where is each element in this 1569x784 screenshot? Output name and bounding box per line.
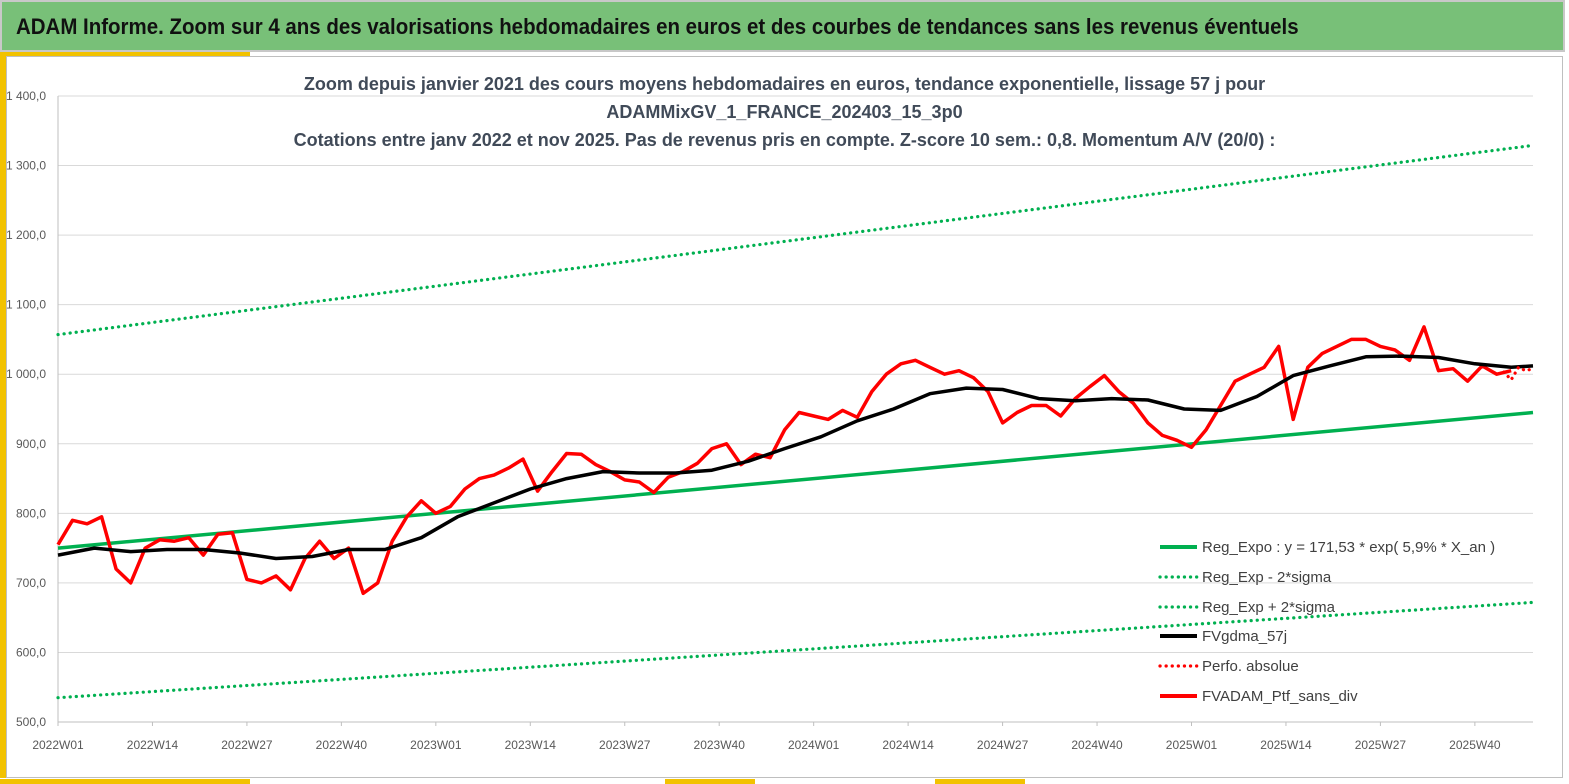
x-tick-label: 2023W27 — [599, 738, 651, 752]
accent-bar-top — [0, 52, 250, 56]
x-tick-label: 2024W40 — [1071, 738, 1123, 752]
chart-title-line-3: Cotations entre janv 2022 et nov 2025. P… — [293, 130, 1276, 150]
x-tick-label: 2023W14 — [505, 738, 557, 752]
y-tick-label: 1 400,0 — [6, 89, 46, 103]
x-tick-label: 2023W40 — [694, 738, 746, 752]
report-banner: ADAM Informe. Zoom sur 4 ans des valoris… — [0, 0, 1565, 52]
x-tick-label: 2022W14 — [127, 738, 179, 752]
series-line — [1502, 365, 1535, 382]
x-tick-label: 2023W01 — [410, 738, 462, 752]
accent-bar-bottom-right — [935, 779, 1025, 784]
x-tick-label: 2022W01 — [32, 738, 84, 752]
chart-title-line-1: Zoom depuis janvier 2021 des cours moyen… — [303, 74, 1266, 94]
accent-bar-bottom-left — [0, 779, 250, 784]
legend-label: Reg_Expo : y = 171,53 * exp( 5,9% * X_an… — [1202, 539, 1495, 556]
series-line — [56, 600, 1535, 700]
x-tick-label: 2025W27 — [1355, 738, 1407, 752]
accent-bar-left — [0, 52, 6, 778]
y-tick-label: 900,0 — [16, 437, 46, 451]
legend-label: Reg_Exp + 2*sigma — [1202, 599, 1336, 616]
y-tick-label: 1 200,0 — [6, 228, 46, 242]
series-line — [56, 325, 1512, 596]
y-tick-label: 700,0 — [16, 576, 46, 590]
legend-label: Perfo. absolue — [1202, 658, 1299, 675]
y-tick-label: 500,0 — [16, 715, 46, 729]
x-tick-label: 2024W27 — [977, 738, 1029, 752]
y-tick-label: 600,0 — [16, 645, 46, 659]
chart-title-line-2: ADAMMixGV_1_FRANCE_202403_15_3p0 — [606, 102, 963, 122]
legend-label: FVADAM_Ptf_sans_div — [1202, 688, 1358, 705]
x-tick-label: 2025W40 — [1449, 738, 1501, 752]
chart-title: Zoom depuis janvier 2021 des cours moyen… — [0, 70, 1569, 154]
x-tick-label: 2024W14 — [882, 738, 934, 752]
x-tick-label: 2025W14 — [1260, 738, 1312, 752]
x-tick-label: 2025W01 — [1166, 738, 1218, 752]
y-tick-label: 1 000,0 — [6, 367, 46, 381]
chart-frame — [6, 56, 1563, 778]
y-tick-label: 1 300,0 — [6, 159, 46, 173]
x-tick-label: 2024W01 — [788, 738, 840, 752]
x-tick-label: 2022W40 — [316, 738, 368, 752]
series-line — [56, 143, 1535, 337]
y-tick-label: 800,0 — [16, 506, 46, 520]
legend-label: FVgdma_57j — [1202, 628, 1287, 645]
legend-label: Reg_Exp - 2*sigma — [1202, 569, 1332, 586]
series-line — [57, 354, 1534, 561]
series-line — [57, 410, 1534, 550]
accent-bar-bottom-mid — [665, 779, 755, 784]
y-tick-label: 1 100,0 — [6, 298, 46, 312]
x-tick-label: 2022W27 — [221, 738, 273, 752]
report-title: ADAM Informe. Zoom sur 4 ans des valoris… — [16, 14, 1299, 39]
